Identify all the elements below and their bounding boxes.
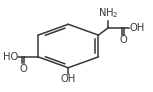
Text: O: O <box>20 64 27 74</box>
Text: OH: OH <box>129 23 144 33</box>
Text: O: O <box>119 35 127 45</box>
Text: OH: OH <box>61 74 76 84</box>
Text: NH$_2$: NH$_2$ <box>98 7 119 21</box>
Text: HO: HO <box>3 52 18 62</box>
